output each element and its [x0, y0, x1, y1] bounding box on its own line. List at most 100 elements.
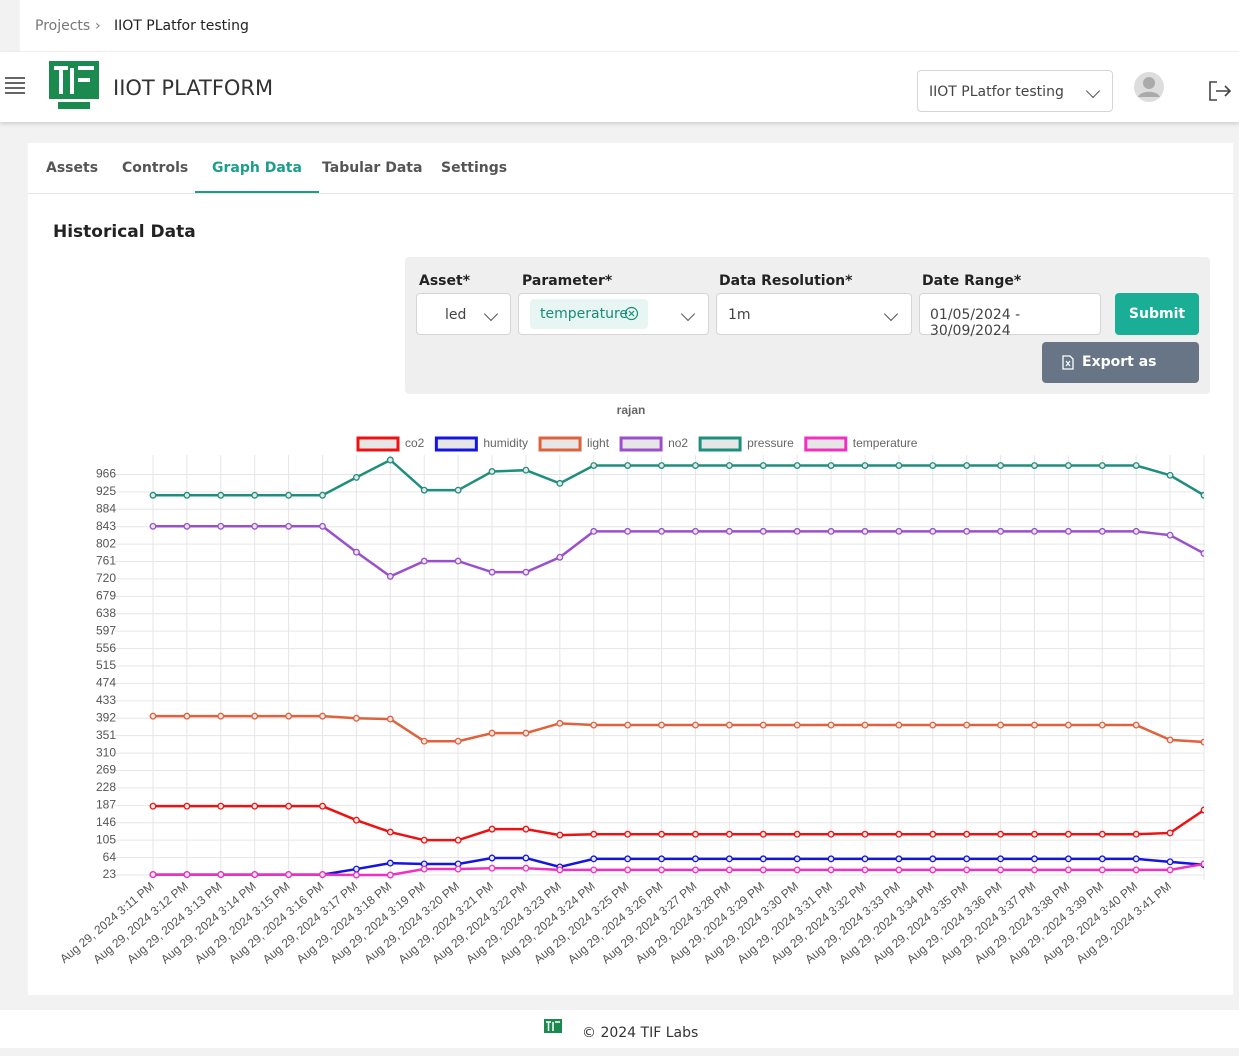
legend-label: pressure	[747, 436, 794, 450]
y-tick-label: 720	[96, 571, 116, 585]
breadcrumb-link[interactable]: Projects	[35, 18, 91, 34]
tab[interactable]: Settings	[441, 160, 508, 176]
field-label: Asset*	[419, 273, 471, 289]
point	[488, 854, 496, 862]
point	[556, 553, 564, 561]
tab[interactable]: Assets	[46, 160, 99, 176]
point	[522, 854, 530, 862]
point	[793, 855, 801, 863]
y-tick-label: 515	[96, 658, 116, 672]
point	[1031, 855, 1038, 863]
point	[827, 721, 835, 729]
point	[488, 864, 496, 872]
point	[352, 714, 360, 722]
tab[interactable]: Controls	[122, 160, 189, 176]
parameter-select[interactable]: temperature	[518, 293, 709, 335]
tab[interactable]: Tabular Data	[322, 160, 423, 176]
point	[1200, 550, 1204, 557]
submit-button[interactable]: Submit	[1115, 293, 1199, 335]
export-button[interactable]: Export as XLSX	[1042, 342, 1199, 411]
point	[590, 866, 598, 874]
point	[285, 522, 293, 530]
point	[386, 828, 394, 836]
legend-swatch	[538, 436, 582, 452]
point	[251, 491, 259, 499]
date-range-input[interactable]: 01/05/2024 - 30/09/2024	[919, 293, 1101, 339]
point	[793, 721, 801, 729]
chevron	[1085, 83, 1101, 99]
point	[590, 721, 598, 729]
app-title: IIOT PLATFORM	[113, 76, 274, 100]
point	[997, 830, 1005, 838]
footer: © 2024 TIF Labs	[0, 1010, 1239, 1048]
point	[895, 866, 903, 874]
point	[895, 527, 903, 535]
y-tick-label: 843	[96, 519, 116, 533]
point	[319, 522, 326, 530]
y-tick-label: 966	[96, 467, 116, 481]
asset-select[interactable]: led	[416, 293, 511, 335]
point	[1200, 806, 1204, 814]
point	[929, 721, 937, 729]
separator: ›	[95, 18, 101, 34]
field-label: Parameter*	[522, 273, 613, 289]
export-text: Export as XLSX	[1082, 354, 1157, 411]
logo	[49, 61, 99, 109]
input-value: 01/05/2024 - 30/09/2024	[930, 307, 1021, 339]
series	[149, 522, 1204, 580]
resolution-select[interactable]: 1m	[716, 293, 912, 335]
tab-indicator	[195, 191, 319, 193]
point	[624, 866, 632, 874]
point	[1200, 738, 1204, 746]
point	[217, 802, 225, 810]
select-value: IIOT PLatfor testing	[929, 84, 1064, 100]
point	[522, 729, 530, 737]
y-tick-label: 679	[96, 589, 116, 603]
project-select[interactable]: IIOT PLatfor testing	[917, 70, 1113, 112]
select-value: led	[445, 307, 467, 323]
avatar[interactable]	[1133, 71, 1165, 103]
point	[861, 855, 869, 863]
point	[386, 456, 394, 464]
point	[352, 871, 360, 879]
point	[1166, 531, 1174, 539]
point	[997, 527, 1005, 535]
point	[319, 712, 326, 720]
tab[interactable]: Graph Data	[212, 160, 302, 176]
point	[827, 855, 835, 863]
y-tick-label: 187	[96, 798, 116, 812]
point	[997, 855, 1005, 863]
header: IIOT PLATFORM IIOT PLatfor testing	[0, 52, 1239, 122]
breadcrumb-current: IIOT PLatfor testing	[114, 18, 249, 34]
footer-text: © 2024 TIF Labs	[582, 1025, 699, 1041]
point	[217, 522, 225, 530]
point	[1031, 866, 1038, 874]
chip-remove[interactable]	[624, 306, 639, 321]
point	[217, 491, 225, 499]
point	[725, 527, 733, 535]
point	[692, 866, 699, 874]
point	[827, 830, 835, 838]
chart-title: rajan	[617, 403, 646, 417]
point	[522, 466, 530, 474]
y-tick-label: 351	[96, 728, 116, 742]
point	[692, 855, 699, 863]
point	[725, 462, 733, 469]
point	[183, 712, 191, 720]
point	[624, 527, 632, 535]
point	[895, 830, 903, 838]
series-line	[153, 525, 1204, 578]
point	[454, 486, 462, 494]
point	[149, 712, 157, 720]
point	[827, 866, 835, 874]
menu-icon[interactable]	[4, 76, 26, 94]
y-tick-label: 433	[96, 693, 116, 707]
point	[1031, 721, 1038, 729]
chevron	[680, 306, 696, 322]
series	[149, 712, 1204, 746]
chip-text: temperature	[540, 306, 628, 322]
point	[793, 462, 801, 469]
logout-icon[interactable]	[1208, 80, 1232, 102]
point	[488, 568, 496, 576]
